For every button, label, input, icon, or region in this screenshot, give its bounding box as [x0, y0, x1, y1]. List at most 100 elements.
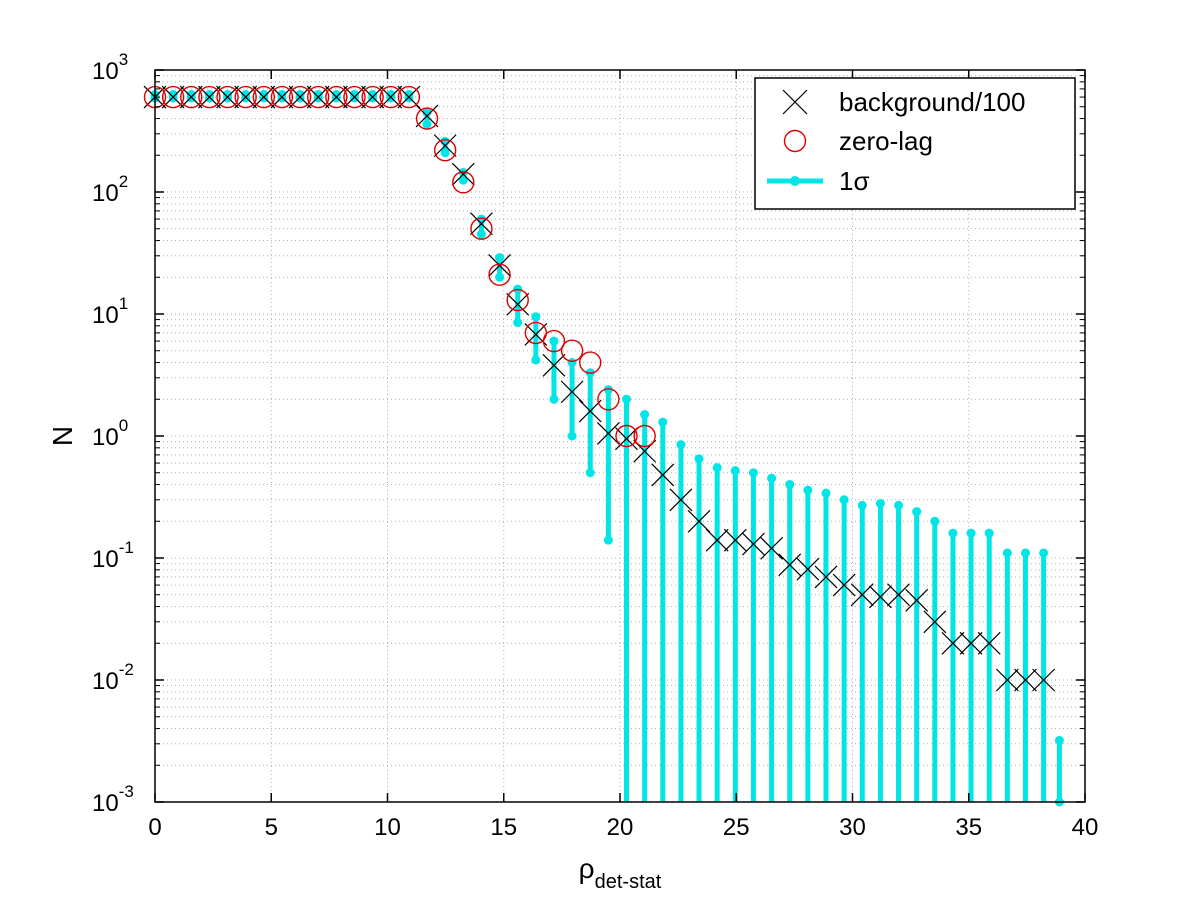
zero-lag-marker: [415, 107, 439, 130]
zero-lag-marker: [433, 139, 457, 162]
background-marker-stroke: [578, 399, 602, 423]
error-bar-cap-low: [404, 93, 414, 103]
y-tick-label: 101: [92, 294, 128, 329]
error-bar-cap-high: [1002, 548, 1012, 558]
zero-lag-marker: [488, 263, 511, 286]
background-marker: [542, 353, 566, 377]
background-marker-stroke: [560, 380, 584, 404]
error-bar-cap-high: [894, 500, 904, 510]
error-bar-cap-high: [549, 336, 559, 346]
background-marker-stroke: [832, 573, 856, 597]
background-marker: [415, 104, 439, 128]
background-marker-stroke: [941, 631, 965, 655]
y-tick-label-base: 10: [92, 180, 119, 207]
error-bar-cap-high: [640, 410, 650, 420]
error-bar-cap-high: [676, 440, 686, 450]
background-marker-stroke: [850, 583, 874, 607]
background-marker: [705, 528, 729, 552]
x-axis-label-main: ρ: [579, 853, 595, 884]
x-tick-label: 5: [265, 814, 278, 841]
background-marker: [977, 631, 1001, 655]
background-marker-stroke: [596, 421, 620, 445]
error-bar-cap-high: [767, 473, 777, 483]
y-tick-label: 103: [92, 50, 128, 85]
background-marker-stroke: [705, 528, 729, 552]
error-bar-cap-high: [1039, 548, 1049, 558]
background-marker-stroke: [470, 212, 493, 236]
legend: background/100 zero-lag 1σ: [754, 77, 1076, 210]
x-tick-label: 0: [148, 814, 161, 841]
x-tick-label: 15: [490, 814, 517, 841]
background-marker-stroke: [723, 528, 747, 552]
zero-lag-marker: [506, 288, 529, 312]
y-tick-label-exponent: 3: [119, 50, 128, 69]
error-bar-cap-low: [295, 93, 305, 103]
background-marker-stroke: [742, 532, 765, 556]
background-marker: [669, 488, 693, 512]
background-marker: [760, 536, 784, 560]
error-bar-cap-high: [984, 528, 994, 538]
y-tick-label-exponent: -3: [119, 782, 134, 801]
background-marker-stroke: [451, 162, 475, 186]
y-tick-label-exponent: 0: [119, 416, 128, 435]
y-tick-label-exponent: 2: [119, 172, 128, 191]
y-tick-label-base: 10: [92, 790, 119, 817]
x-axis-label: ρdet-stat: [579, 853, 662, 893]
y-tick-label: 10-1: [92, 538, 134, 573]
zero-lag-marker: [379, 85, 402, 109]
y-axis-label: N: [47, 426, 78, 446]
background-marker: [506, 292, 530, 316]
legend-marker-error-dot: [790, 176, 800, 186]
x-tick-label: 35: [955, 814, 982, 841]
zero-lag-marker: [542, 329, 566, 353]
background-marker: [923, 610, 947, 634]
background-marker-stroke: [959, 631, 983, 655]
plot-data: [143, 85, 1064, 807]
y-tick-label-exponent: -1: [119, 538, 134, 557]
background-marker: [868, 585, 892, 609]
background-marker: [995, 668, 1019, 692]
background-marker: [1014, 668, 1037, 692]
background-marker: [651, 463, 675, 487]
zero-lag-marker: [470, 217, 493, 240]
zero-lag-marker: [270, 85, 294, 109]
error-bar-cap-low: [204, 93, 214, 103]
error-bar-cap-low: [313, 93, 323, 103]
zero-lag-marker: [579, 351, 602, 374]
background-marker: [814, 565, 838, 589]
background-marker-stroke: [778, 553, 802, 577]
zero-lag-marker: [234, 85, 257, 109]
background-marker: [850, 583, 874, 607]
error-bar-cap-low: [440, 148, 450, 158]
error-bar-cap-high: [440, 136, 450, 146]
error-bar-cap-high: [658, 417, 668, 427]
background-marker: [560, 380, 584, 404]
error-bar-cap-high: [603, 385, 613, 395]
error-bar-cap-low: [531, 355, 541, 365]
y-tick-label-base: 10: [92, 424, 119, 451]
zero-lag-marker: [397, 85, 421, 109]
error-bar-cap-high: [839, 495, 849, 505]
background-marker-stroke: [415, 104, 439, 128]
error-bar-cap-low: [386, 93, 396, 103]
background-marker-stroke: [814, 565, 838, 589]
background-marker: [615, 427, 638, 451]
zero-lag-marker: [597, 388, 620, 411]
x-tick-label: 40: [1072, 814, 1099, 841]
zero-lag-marker: [252, 85, 276, 109]
error-bar-cap-low: [458, 175, 468, 185]
background-marker: [796, 557, 820, 581]
error-bar-cap-high: [748, 468, 758, 478]
legend-label: background/100: [839, 87, 1025, 117]
zero-lag-marker: [452, 171, 475, 194]
error-bar-cap-low: [585, 468, 595, 478]
error-bar-cap-high: [785, 480, 795, 490]
background-marker: [742, 532, 765, 556]
background-marker: [941, 631, 965, 655]
background-marker: [687, 509, 711, 533]
background-marker-stroke: [433, 134, 457, 158]
error-bar-cap-high: [803, 485, 813, 495]
zero-lag-marker: [633, 424, 656, 448]
error-bar-cap-low: [495, 272, 505, 282]
